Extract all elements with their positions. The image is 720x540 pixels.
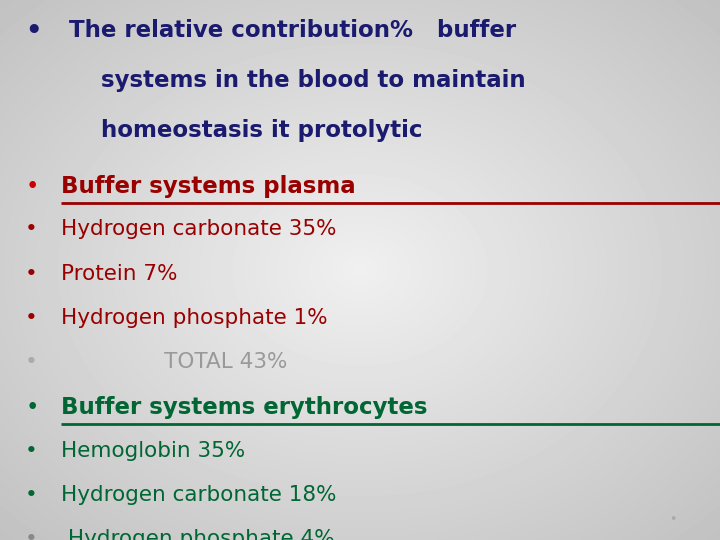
Text: Buffer systems erythrocytes: Buffer systems erythrocytes [61, 396, 428, 420]
Text: •: • [25, 441, 38, 461]
Text: •: • [25, 485, 38, 505]
Text: TOTAL 43%: TOTAL 43% [61, 352, 287, 372]
Text: Hemoglobin 35%: Hemoglobin 35% [61, 441, 246, 461]
Text: •: • [25, 396, 39, 420]
Text: •: • [25, 175, 39, 198]
Text: •: • [25, 529, 38, 540]
Text: •: • [25, 219, 38, 239]
Text: homeostasis it protolytic: homeostasis it protolytic [61, 119, 423, 143]
Text: Buffer systems plasma: Buffer systems plasma [61, 175, 356, 198]
Text: •: • [670, 514, 677, 526]
Text: •: • [25, 19, 42, 45]
Text: The relative contribution%   buffer: The relative contribution% buffer [61, 19, 516, 42]
Text: Protein 7%: Protein 7% [61, 264, 178, 284]
Text: systems in the blood to maintain: systems in the blood to maintain [61, 69, 526, 92]
Text: •: • [25, 352, 38, 372]
Text: Hydrogen carbonate 18%: Hydrogen carbonate 18% [61, 485, 337, 505]
Text: •: • [25, 264, 38, 284]
Text: Hydrogen carbonate 35%: Hydrogen carbonate 35% [61, 219, 337, 239]
Text: Hydrogen phosphate 4%: Hydrogen phosphate 4% [61, 529, 335, 540]
Text: Hydrogen phosphate 1%: Hydrogen phosphate 1% [61, 308, 328, 328]
Text: •: • [25, 308, 38, 328]
